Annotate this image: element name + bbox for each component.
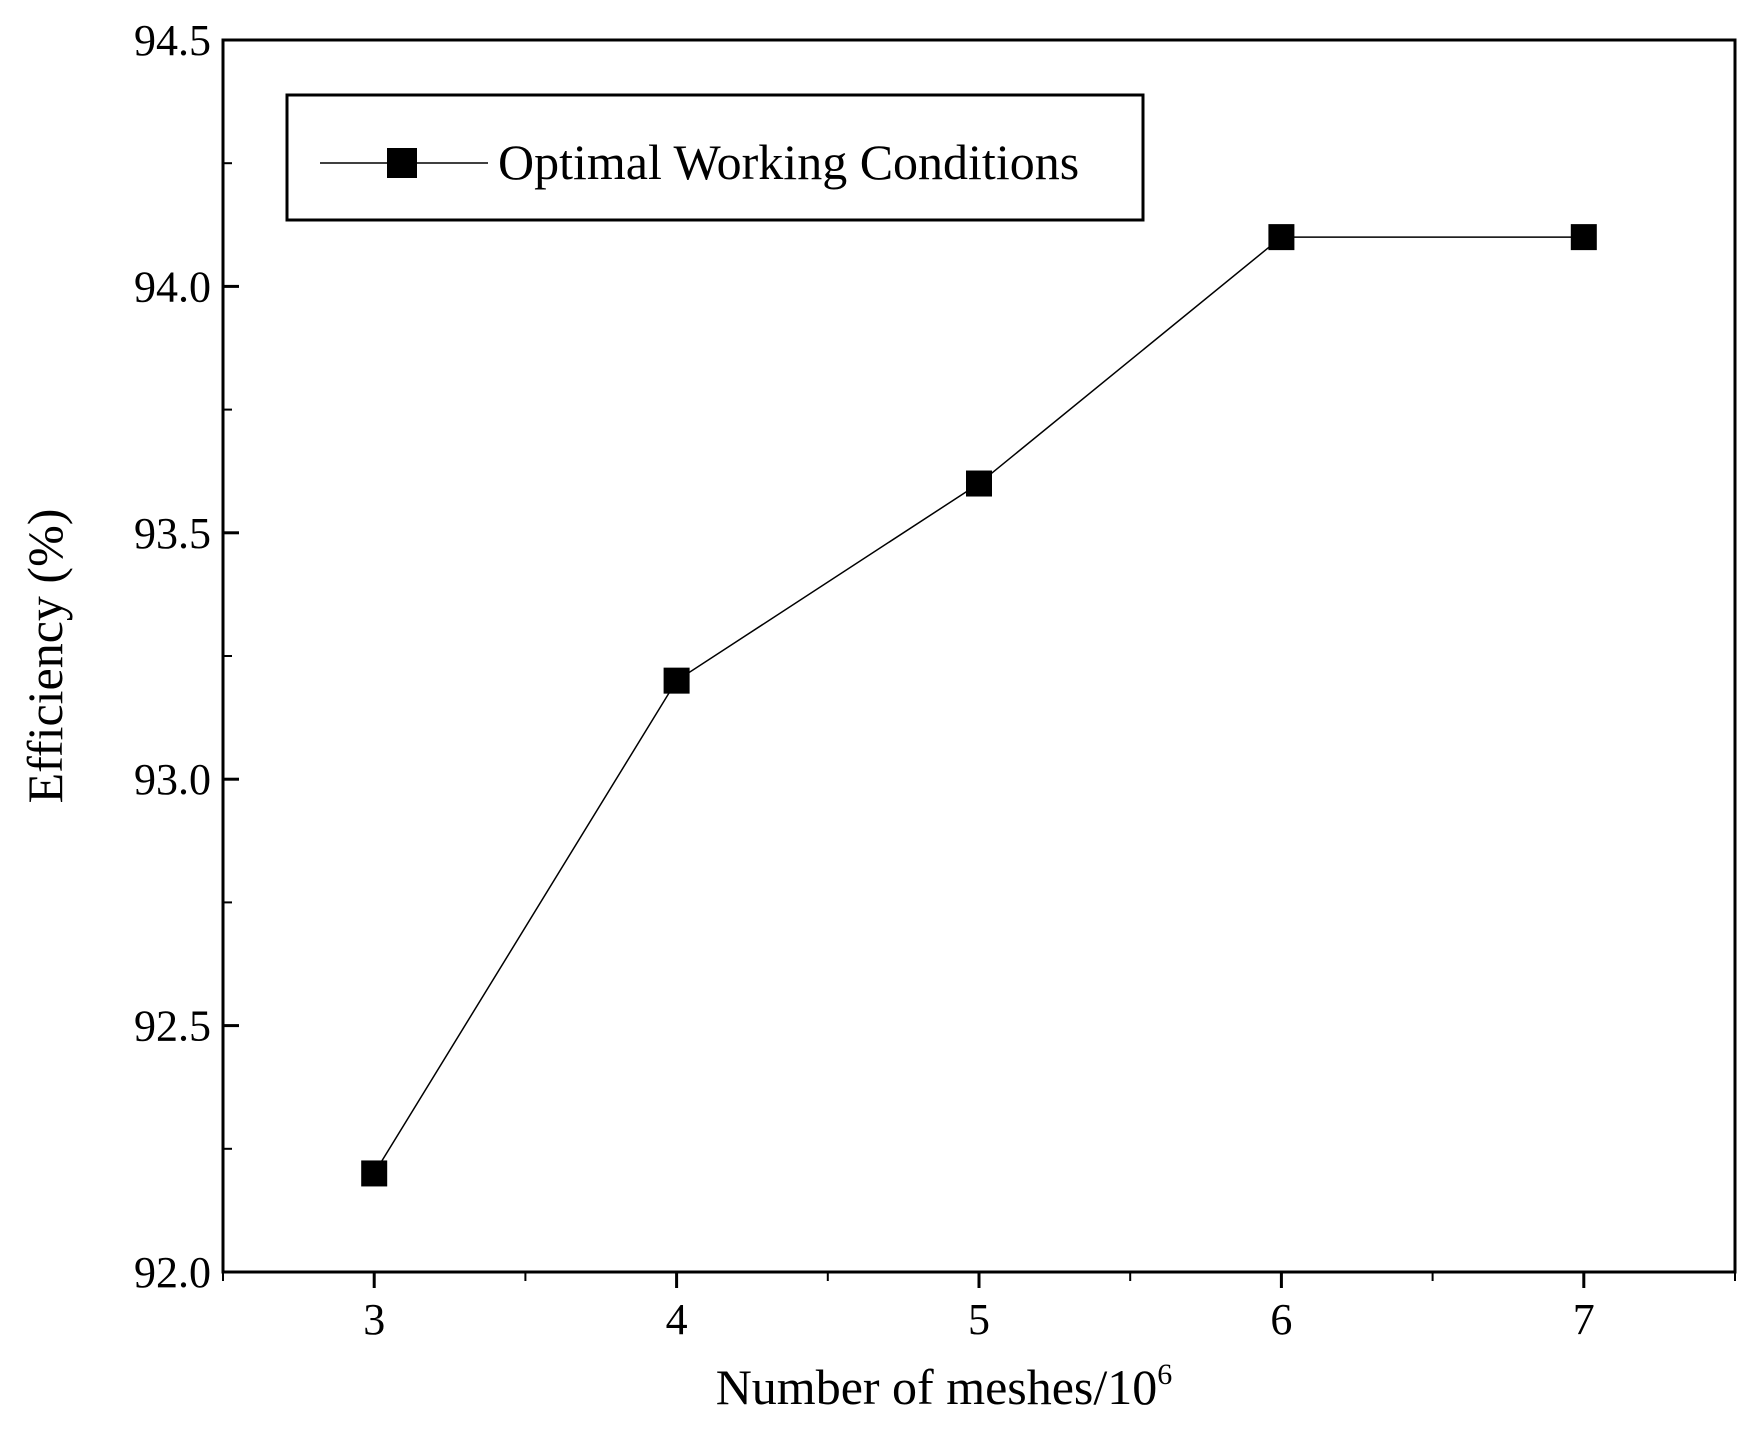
x-axis-label: Number of meshes/106 bbox=[716, 1358, 1173, 1415]
x-tick-label: 7 bbox=[1573, 1295, 1595, 1344]
data-point bbox=[1570, 224, 1597, 251]
x-tick-label: 6 bbox=[1270, 1295, 1292, 1344]
legend-label: Optimal Working Conditions bbox=[498, 134, 1079, 190]
y-tick-label: 92.0 bbox=[134, 1248, 211, 1297]
data-point bbox=[663, 667, 690, 694]
y-tick-label: 94.5 bbox=[134, 16, 211, 65]
data-point bbox=[1268, 224, 1295, 251]
series-points bbox=[361, 224, 1597, 1187]
x-axis-label-text: Number of meshes/10 bbox=[716, 1359, 1158, 1415]
x-tick-label: 3 bbox=[363, 1295, 385, 1344]
data-point bbox=[361, 1160, 388, 1187]
y-tick-label: 93.0 bbox=[134, 755, 211, 804]
legend: Optimal Working Conditions bbox=[285, 93, 1145, 222]
x-tick-label: 4 bbox=[666, 1295, 688, 1344]
y-tick-label: 94.0 bbox=[134, 262, 211, 311]
y-axis-label: Efficiency (%) bbox=[17, 509, 73, 804]
data-point bbox=[966, 470, 992, 497]
plot-frame bbox=[221, 38, 1737, 1274]
series-line bbox=[373, 236, 1584, 1174]
legend-box bbox=[285, 93, 1145, 222]
y-axis: 92.0 92.5 93.0 93.5 94.0 94.5 bbox=[134, 16, 239, 1297]
x-tick-label: 5 bbox=[968, 1295, 990, 1344]
legend-marker bbox=[387, 148, 417, 178]
y-tick-label: 93.5 bbox=[134, 509, 211, 558]
x-axis-label-superscript: 6 bbox=[1157, 1358, 1172, 1391]
x-axis: 3 4 5 6 7 bbox=[222, 1272, 1736, 1344]
y-tick-label: 92.5 bbox=[134, 1002, 211, 1051]
